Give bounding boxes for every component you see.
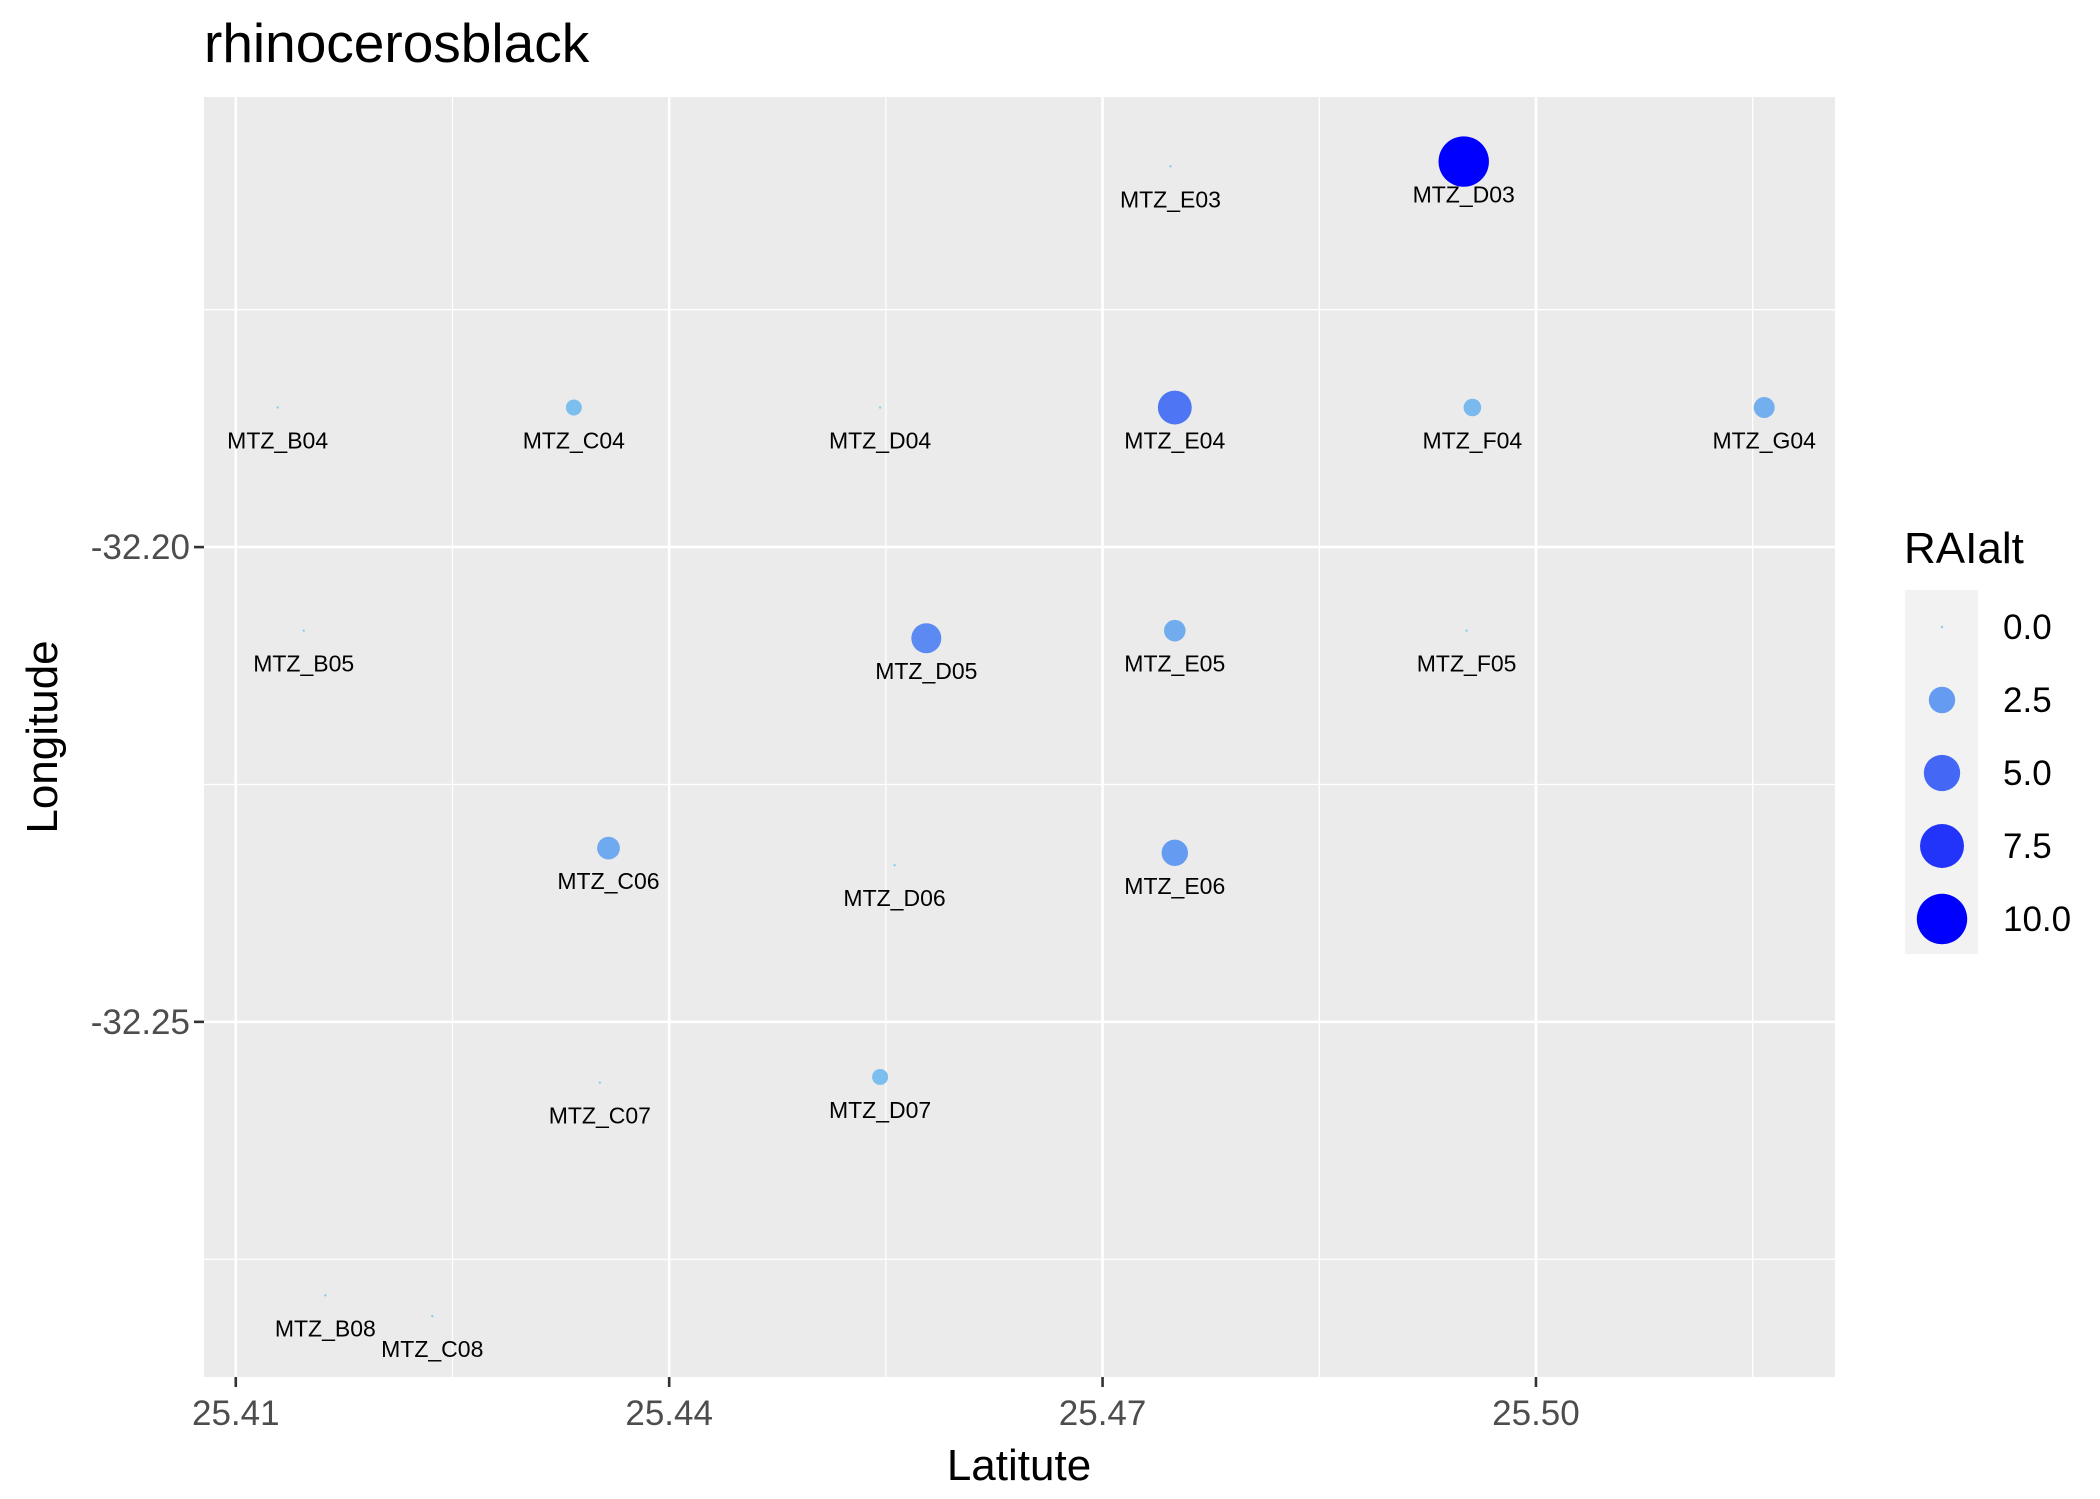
legend-keys: 0.0 2.5 5.0 7.5 10.0 xyxy=(1916,608,2071,945)
data-point xyxy=(276,406,279,409)
size-legend: RAIalt 0.0 2.5 5.0 7.5 10.0 xyxy=(1904,524,2071,954)
data-point xyxy=(1163,619,1186,642)
point-label: MTZ_G04 xyxy=(1712,428,1816,454)
data-point xyxy=(1161,839,1188,867)
data-point xyxy=(1753,397,1775,418)
legend-title: RAIalt xyxy=(1904,524,2024,573)
point-label: MTZ_B04 xyxy=(227,428,328,454)
y-axis: -32.20 -32.25 xyxy=(91,528,204,1042)
legend-key-point xyxy=(1928,686,1956,714)
legend-label: 7.5 xyxy=(2003,827,2052,866)
point-label: MTZ_E05 xyxy=(1124,651,1225,677)
legend-label: 5.0 xyxy=(2003,754,2052,793)
x-axis-title: Latitute xyxy=(947,1441,1091,1490)
x-tick-label: 25.50 xyxy=(1492,1394,1580,1433)
y-axis-title: Longitude xyxy=(18,640,67,833)
data-point xyxy=(598,1081,602,1084)
data-point xyxy=(1438,136,1489,187)
data-point xyxy=(597,836,620,860)
plot-panel xyxy=(204,97,1835,1377)
point-label: MTZ_C07 xyxy=(549,1103,651,1129)
point-label: MTZ_C06 xyxy=(557,868,659,894)
major-gridlines xyxy=(204,97,1835,1377)
point-label: MTZ_E03 xyxy=(1120,186,1221,212)
data-point xyxy=(872,1068,889,1085)
legend-label: 2.5 xyxy=(2003,681,2052,720)
point-label: MTZ_E06 xyxy=(1124,873,1225,899)
point-label: MTZ_D03 xyxy=(1413,182,1515,208)
legend-label: 10.0 xyxy=(2003,900,2071,939)
point-label: MTZ_B05 xyxy=(253,651,354,677)
data-point xyxy=(565,399,582,416)
legend-key-point xyxy=(1923,754,1961,792)
minor-gridlines xyxy=(204,97,1835,1377)
data-point xyxy=(911,623,942,654)
point-label: MTZ_D06 xyxy=(843,885,945,911)
legend-key-point xyxy=(1940,625,1944,629)
data-point xyxy=(1157,390,1192,425)
data-points xyxy=(276,136,1775,1318)
x-tick-label: 25.41 xyxy=(192,1394,280,1433)
point-label: MTZ_D05 xyxy=(875,658,977,684)
x-tick-label: 25.44 xyxy=(625,1394,713,1433)
x-axis: 25.41 25.44 25.47 25.50 xyxy=(192,1377,1580,1433)
data-point xyxy=(878,406,882,409)
point-label: MTZ_F04 xyxy=(1423,428,1523,454)
point-label: MTZ_C04 xyxy=(523,428,625,454)
y-tick-label: -32.25 xyxy=(91,1003,190,1042)
point-label: MTZ_F05 xyxy=(1417,651,1517,677)
data-point xyxy=(302,629,305,632)
legend-key-point xyxy=(1916,893,1968,945)
data-point xyxy=(431,1315,434,1318)
point-label: MTZ_D07 xyxy=(829,1097,931,1123)
point-label: MTZ_C08 xyxy=(381,1336,483,1362)
chart-title: rhinocerosblack xyxy=(204,12,590,74)
data-point xyxy=(893,863,896,867)
point-label: MTZ_B08 xyxy=(275,1315,376,1341)
data-point xyxy=(324,1294,327,1297)
legend-label: 0.0 xyxy=(2003,608,2052,647)
point-label: MTZ_E04 xyxy=(1124,428,1225,454)
data-point xyxy=(1463,398,1482,417)
data-point xyxy=(1169,165,1172,168)
legend-key-point xyxy=(1920,824,1964,868)
point-labels: MTZ_B04 MTZ_C04 MTZ_D04 MTZ_E04 MTZ_F04 MTZ_G… xyxy=(227,182,1816,1363)
y-tick-label: -32.20 xyxy=(91,528,190,567)
x-tick-label: 25.47 xyxy=(1059,1394,1147,1433)
data-point xyxy=(1465,629,1468,632)
point-label: MTZ_D04 xyxy=(829,428,931,454)
